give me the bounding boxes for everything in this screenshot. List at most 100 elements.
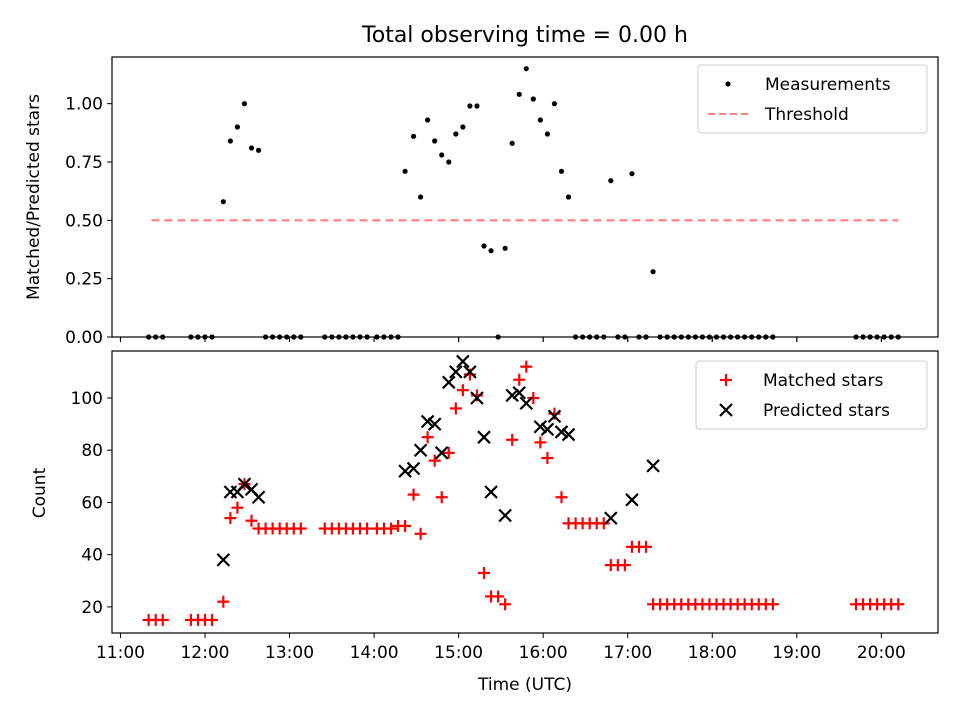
top-legend: Measurements Threshold xyxy=(697,64,928,134)
x-tick-label: 16:00 xyxy=(519,643,568,663)
matched-stars-point xyxy=(513,373,526,386)
measurements-point xyxy=(460,124,466,130)
measurements-point xyxy=(417,194,424,200)
legend-matched-marker xyxy=(720,374,732,386)
top-y-ticks: 0.00 0.25 0.50 0.75 1.00 xyxy=(65,95,112,348)
matched-stars-point xyxy=(156,613,169,626)
measurements-point xyxy=(650,269,656,275)
y-tick-label: 0.00 xyxy=(65,328,103,348)
matched-stars-point xyxy=(892,598,905,611)
predicted-stars-point xyxy=(456,354,470,369)
matched-stars-point xyxy=(428,454,441,467)
measurements-point xyxy=(608,178,614,184)
matched-stars-point xyxy=(407,488,420,501)
matched-stars-point xyxy=(442,446,455,459)
matched-stars-point xyxy=(217,595,230,608)
y-tick-label: 20 xyxy=(81,598,103,618)
predicted-stars-point xyxy=(505,388,519,403)
legend-matched-label: Matched stars xyxy=(763,371,883,391)
measurements-point xyxy=(544,131,551,137)
x-tick-label: 14:00 xyxy=(350,643,399,663)
matched-stars-point xyxy=(499,598,512,611)
predicted-stars-point xyxy=(406,461,421,476)
matched-stars-point xyxy=(618,559,631,572)
top-plot-marks xyxy=(146,66,901,340)
predicted-stars-point xyxy=(554,425,569,439)
x-axis-label: Time (UTC) xyxy=(477,675,572,695)
matched-stars-point xyxy=(245,514,258,527)
measurements-point xyxy=(523,66,529,72)
measurements-point xyxy=(516,91,522,97)
x-tick-label: 12:00 xyxy=(180,643,229,663)
top-panel: 0.00 0.25 0.50 0.75 1.00 Matched/Predicted s… xyxy=(24,56,939,348)
measurements-point xyxy=(453,131,459,137)
x-tick-label: 13:00 xyxy=(265,643,314,663)
x-tick-label: 19:00 xyxy=(772,643,821,663)
matched-stars-point xyxy=(231,501,244,514)
predicted-stars-point xyxy=(484,485,498,499)
legend-measurements-marker xyxy=(725,81,731,87)
y-tick-label: 60 xyxy=(81,493,103,513)
measurements-point xyxy=(488,248,494,254)
measurements-point xyxy=(537,117,543,123)
matched-stars-point xyxy=(534,436,547,449)
measurements-point xyxy=(551,101,558,107)
predicted-stars-point xyxy=(470,391,484,405)
predicted-stars-point xyxy=(533,419,548,434)
matched-stars-point xyxy=(206,613,219,626)
x-tick-label: 20:00 xyxy=(857,643,906,663)
measurements-point xyxy=(255,147,262,153)
matched-stars-point xyxy=(506,433,519,446)
top-y-axis-label: Matched/Predicted stars xyxy=(24,94,44,300)
legend-threshold-label: Threshold xyxy=(764,105,849,125)
bottom-panel: 11:00 12:00 13:00 14:00 15:00 16:00 17:00 18:00… xyxy=(30,350,939,695)
bottom-plot-marks xyxy=(142,354,905,626)
predicted-stars-point xyxy=(216,553,231,567)
chart-title: Total observing time = 0.00 h xyxy=(361,23,688,48)
bottom-axes-frame xyxy=(111,350,939,634)
bottom-y-ticks: 20 40 60 80 100 xyxy=(71,389,112,618)
y-tick-label: 40 xyxy=(81,546,103,566)
matched-stars-point xyxy=(766,598,779,611)
measurements-point xyxy=(402,168,408,174)
predicted-stars-point xyxy=(477,430,491,444)
predicted-stars-point xyxy=(237,477,252,491)
legend-measurements-label: Measurements xyxy=(765,75,891,95)
top-legend-box xyxy=(697,64,928,134)
y-tick-label: 0.25 xyxy=(65,270,103,290)
matched-stars-point xyxy=(477,566,490,579)
measurements-point xyxy=(558,168,565,174)
predicted-stars-point xyxy=(625,493,639,507)
measurements-point xyxy=(502,245,508,251)
matched-stars-point xyxy=(541,452,554,465)
x-tick-label: 11:00 xyxy=(96,643,145,663)
bottom-x-ticks: 11:00 12:00 13:00 14:00 15:00 16:00 17:00 18:00… xyxy=(96,633,906,663)
predicted-stars-point xyxy=(547,409,562,424)
predicted-stars-point xyxy=(561,427,576,442)
measurements-point xyxy=(439,152,445,158)
matched-stars-point xyxy=(449,402,462,415)
predicted-stars-point xyxy=(398,464,412,478)
matched-stars-point xyxy=(520,360,533,373)
predicted-stars-point xyxy=(427,417,442,431)
y-tick-label: 100 xyxy=(71,389,103,409)
matched-stars-point xyxy=(414,527,427,540)
matched-stars-point xyxy=(224,512,237,525)
measurements-point xyxy=(509,140,515,146)
measurements-point xyxy=(425,117,431,123)
matched-stars-point xyxy=(399,519,412,532)
legend-predicted-label: Predicted stars xyxy=(763,401,890,421)
matched-stars-point xyxy=(421,431,434,444)
bottom-legend: Matched stars Predicted stars xyxy=(695,360,928,430)
matched-stars-point xyxy=(456,384,469,397)
measurements-point xyxy=(565,194,572,200)
measurements-point xyxy=(410,133,417,139)
matched-stars-point xyxy=(384,522,397,535)
y-tick-label: 80 xyxy=(81,441,103,461)
measurements-point xyxy=(432,138,438,144)
measurements-point xyxy=(446,159,452,165)
measurements-point xyxy=(234,124,241,130)
measurements-point xyxy=(227,138,233,144)
matched-stars-point xyxy=(294,522,307,535)
bottom-y-axis-label: Count xyxy=(30,467,50,518)
